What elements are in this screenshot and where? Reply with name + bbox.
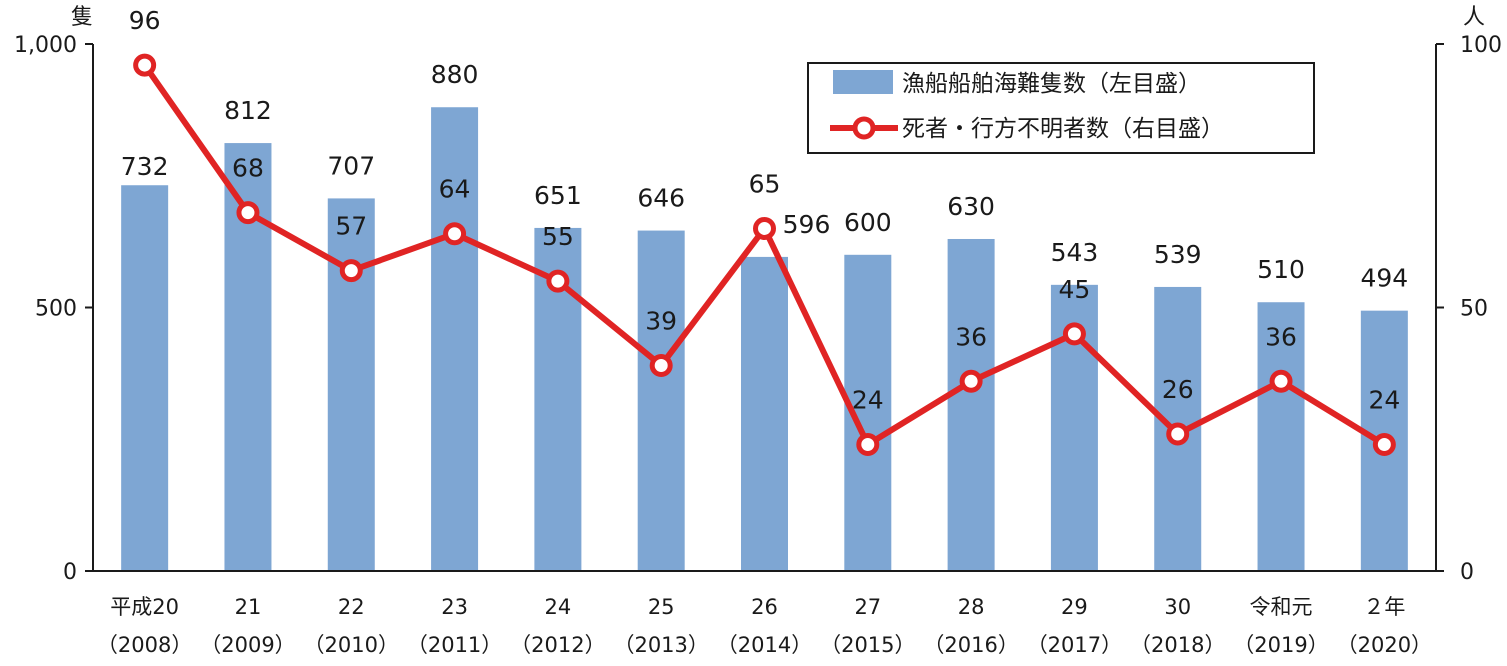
line-series [133, 53, 1396, 457]
legend: 漁船船舶海難隻数（左目盛） 死者・行方不明者数（右目盛） [807, 62, 1315, 154]
line-value-label: 36 [955, 322, 987, 351]
line-marker [856, 433, 880, 457]
category-label: 平成20 [110, 595, 179, 619]
category-year-label: （2020） [1337, 633, 1432, 657]
bar [121, 185, 169, 571]
line-value-label: 96 [129, 6, 161, 35]
category-year-label: （2015） [820, 633, 915, 657]
category-labels: 平成20 （2008） 21 （2009） 22 （2010） 23 （2011） 24 （201… [97, 595, 1432, 657]
category-year-label: （2017） [1027, 633, 1122, 657]
line-value-label: 36 [1265, 322, 1297, 351]
bar-labels: 732 812 707 880 651 646 596 600 630 543 539 510 494 [121, 60, 1408, 292]
category-year-label: （2019） [1233, 633, 1328, 657]
category-label: 25 [648, 595, 675, 619]
category-label: 22 [338, 595, 365, 619]
category-label: 29 [1061, 595, 1088, 619]
bar-value-label: 880 [431, 60, 479, 89]
line-value-label: 64 [439, 175, 471, 204]
line-marker [959, 369, 983, 393]
category-label: 26 [751, 595, 778, 619]
bar-series [121, 107, 1408, 572]
category-year-label: （2013） [613, 633, 708, 657]
right-tick-label: 50 [1460, 297, 1488, 322]
category-year-label: （2008） [97, 633, 192, 657]
line-value-label: 26 [1162, 375, 1194, 404]
line-value-label: 24 [852, 386, 884, 415]
line-value-label: 65 [749, 169, 781, 198]
line-value-label: 39 [645, 306, 677, 335]
line-marker [546, 269, 570, 293]
bar [1257, 302, 1305, 571]
line-marker [443, 222, 467, 246]
bar [947, 238, 995, 572]
category-year-label: （2018） [1130, 633, 1225, 657]
legend-bar-swatch [833, 70, 893, 94]
line-marker [1166, 422, 1190, 446]
line-value-label: 45 [1059, 275, 1091, 304]
bar-value-label: 600 [844, 208, 892, 237]
left-axis-unit: 隻 [71, 5, 93, 30]
bar-value-label: 596 [783, 210, 831, 239]
bar-value-label: 543 [1051, 238, 1099, 267]
line-value-label: 57 [335, 212, 367, 241]
category-year-label: （2010） [304, 633, 399, 657]
bar [327, 198, 375, 571]
bar [741, 256, 788, 571]
category-label: 23 [441, 595, 468, 619]
bar [431, 107, 479, 572]
bar-value-label: 646 [637, 184, 685, 213]
legend-line-label: 死者・行方不明者数（右目盛） [902, 116, 1224, 142]
bar-value-label: 510 [1257, 255, 1305, 284]
line-labels: 96 68 57 64 55 39 65 24 36 45 26 36 24 [129, 6, 1401, 414]
bar-value-label: 651 [534, 181, 582, 210]
left-tick-label: 500 [35, 297, 77, 322]
line-marker [1372, 433, 1396, 457]
bar-value-label: 812 [224, 96, 272, 125]
line-marker [1269, 369, 1293, 393]
line-marker [236, 201, 260, 225]
right-tick-label: 0 [1460, 560, 1474, 585]
category-label: 30 [1164, 595, 1191, 619]
line-marker [649, 353, 673, 377]
line-marker [753, 216, 776, 240]
category-year-label: （2011） [407, 633, 502, 657]
category-label: 24 [545, 595, 572, 619]
legend-bar-label: 漁船船舶海難隻数（左目盛） [902, 71, 1201, 97]
left-tick-label: 0 [63, 560, 77, 585]
bar-value-label: 494 [1360, 264, 1408, 293]
category-year-label: （2009） [200, 633, 295, 657]
legend-line-marker [852, 116, 876, 140]
bar-value-label: 630 [947, 192, 995, 221]
category-label: ２年 [1363, 595, 1405, 619]
bar-value-label: 539 [1154, 240, 1202, 269]
bar-value-label: 707 [327, 151, 375, 180]
line-marker [1062, 322, 1086, 346]
category-label: 令和元 [1250, 595, 1313, 619]
line-value-label: 24 [1368, 386, 1400, 415]
category-label: 28 [958, 595, 985, 619]
category-label: 27 [854, 595, 881, 619]
line-marker [133, 53, 157, 77]
axes: 0 500 1,000 0 50 100 隻 人 [14, 5, 1502, 585]
right-tick-label: 100 [1460, 33, 1502, 58]
left-tick-label: 1,000 [14, 33, 77, 58]
line-marker [339, 259, 363, 283]
bar [637, 230, 685, 572]
category-year-label: （2012） [510, 633, 605, 657]
category-year-label: （2014） [717, 633, 812, 657]
category-label: 21 [235, 595, 262, 619]
bar-value-label: 732 [121, 152, 169, 181]
right-axis-unit: 人 [1463, 5, 1485, 30]
category-year-label: （2016） [923, 633, 1018, 657]
line-value-label: 55 [542, 222, 574, 251]
line-value-label: 68 [232, 154, 264, 183]
